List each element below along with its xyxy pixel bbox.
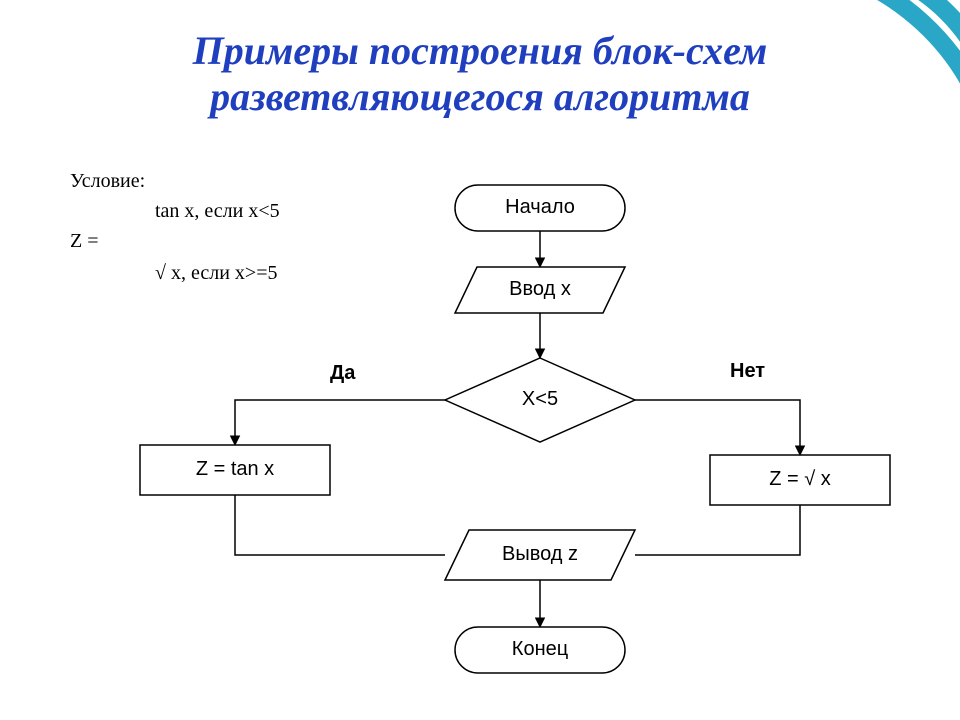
- branch-label-no: Нет: [730, 360, 765, 383]
- node-label-output: Вывод z: [445, 543, 635, 566]
- node-label-cond: X<5: [445, 388, 635, 411]
- node-label-input: Ввод x: [455, 278, 625, 301]
- node-label-end: Конец: [455, 638, 625, 661]
- edge-5: [635, 505, 800, 555]
- node-label-left: Z = tan x: [140, 458, 330, 481]
- edge-3: [635, 400, 800, 455]
- node-label-right: Z = √ x: [710, 468, 890, 491]
- branch-label-yes: Да: [330, 362, 355, 385]
- flowchart: [0, 0, 960, 720]
- edge-4: [235, 495, 445, 555]
- edge-2: [235, 400, 445, 445]
- node-label-start: Начало: [455, 196, 625, 219]
